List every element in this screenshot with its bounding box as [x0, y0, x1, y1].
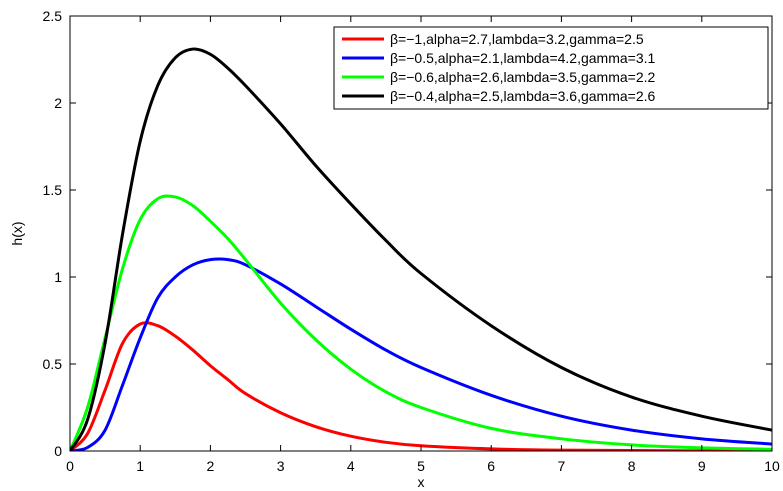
x-tick-label: 9	[698, 458, 706, 474]
x-tick-label: 8	[628, 458, 636, 474]
axes: 0 1 2 3 4 5 6 7 8 9 10 0 0.5 1 1.5 2 2.5	[43, 8, 780, 474]
legend-box	[333, 26, 769, 110]
x-axis-label: x	[418, 474, 425, 490]
x-tick-label: 2	[207, 458, 215, 474]
y-tick-label: 2	[54, 95, 62, 111]
legend-label: β=−1,alpha=2.7,lambda=3.2,gamma=2.5	[390, 31, 644, 47]
legend-label: β=−0.5,alpha=2.1,lambda=4.2,gamma=3.1	[390, 50, 656, 66]
x-tick-label: 3	[277, 458, 285, 474]
x-tick-label: 7	[558, 458, 566, 474]
y-tick-label: 2.5	[43, 8, 63, 24]
x-tick-label: 6	[487, 458, 495, 474]
y-tick-label: 1	[54, 269, 62, 285]
x-tick-label: 0	[66, 458, 74, 474]
x-tick-label: 10	[764, 458, 780, 474]
x-tick-label: 5	[417, 458, 425, 474]
series-line-1	[70, 321, 772, 451]
y-axis-label: h(x)	[9, 221, 25, 245]
series-line-3	[70, 194, 772, 451]
curves	[70, 47, 772, 451]
x-tick-label: 4	[347, 458, 355, 474]
y-tick-label: 0.5	[43, 356, 63, 372]
y-tick-label: 1.5	[43, 182, 63, 198]
legend-label: β=−0.4,alpha=2.5,lambda=3.6,gamma=2.6	[390, 88, 656, 104]
y-tick-label: 0	[54, 443, 62, 459]
series-line-4	[70, 47, 772, 451]
x-tick-label: 1	[136, 458, 144, 474]
legend-label: β=−0.6,alpha=2.6,lambda=3.5,gamma=2.2	[390, 69, 656, 85]
legend: β=−1,alpha=2.7,lambda=3.2,gamma=2.5 β=−0.…	[333, 26, 769, 110]
